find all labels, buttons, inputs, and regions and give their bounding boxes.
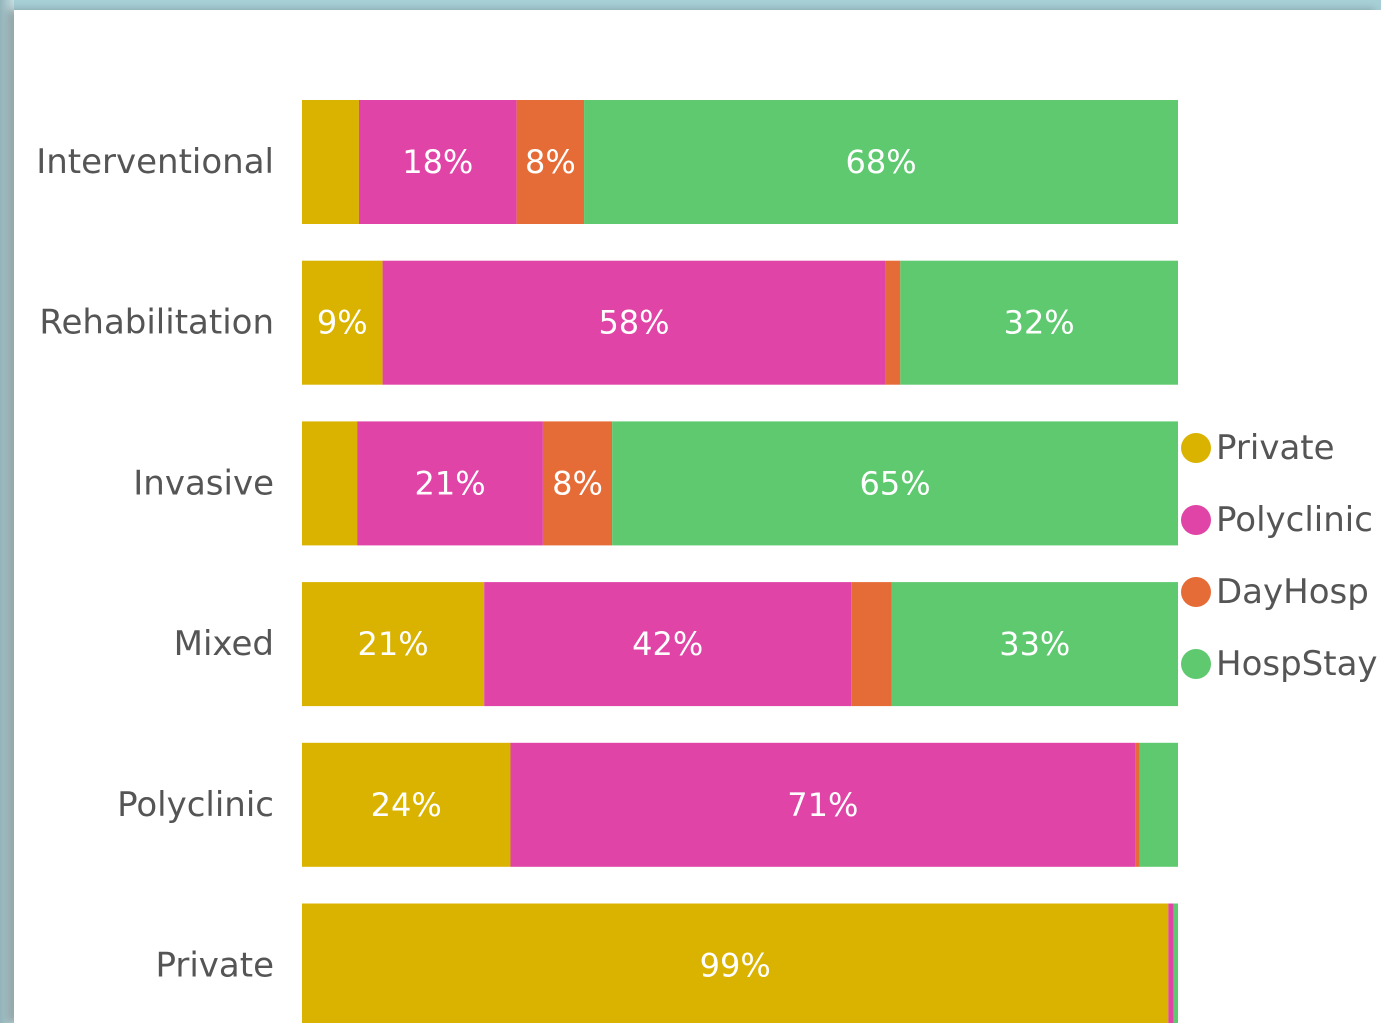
data-label: 33% (999, 625, 1070, 663)
legend-label[interactable]: DayHosp (1216, 572, 1369, 612)
bar-segment-dayhosp[interactable] (885, 260, 901, 385)
bar-segment-dayhosp[interactable] (1135, 742, 1140, 867)
data-label: 99% (700, 947, 771, 985)
bar-segment-private[interactable] (302, 421, 358, 546)
bar-segment-hospstay[interactable] (1173, 903, 1178, 1023)
category-label: Invasive (133, 463, 274, 503)
data-label: 58% (598, 304, 669, 342)
bar-segment-hospstay[interactable] (612, 421, 1178, 546)
bar-segment-polyclinic[interactable] (382, 260, 886, 385)
window-edge (0, 0, 14, 1023)
bar-segment-polyclinic[interactable] (1168, 903, 1174, 1023)
bar-segment-hospstay[interactable] (584, 100, 1178, 224)
data-label: 8% (552, 464, 603, 502)
category-label: Private (155, 946, 274, 986)
bar-segment-polyclinic[interactable] (510, 742, 1136, 867)
legend-label[interactable]: HospStay (1216, 644, 1378, 684)
bar-segment-private[interactable] (302, 903, 1169, 1023)
data-label: 68% (845, 143, 916, 181)
bar-segment-dayhosp[interactable] (542, 421, 613, 546)
data-label: 21% (414, 464, 485, 502)
bar-segment-dayhosp[interactable] (851, 582, 892, 707)
bar-segment-dayhosp[interactable] (516, 100, 585, 224)
data-label: 18% (402, 143, 473, 181)
bar-segment-polyclinic[interactable] (484, 582, 852, 707)
bar-segment-hospstay[interactable] (891, 582, 1178, 707)
bar-segment-private[interactable] (302, 582, 485, 707)
legend-label[interactable]: Polyclinic (1216, 500, 1373, 540)
category-label: Interventional (36, 142, 274, 182)
bar-segment-private[interactable] (302, 742, 511, 867)
category-label: Mixed (174, 624, 274, 664)
bar-segment-private[interactable] (302, 260, 383, 385)
legend-marker-polyclinic (1181, 505, 1211, 535)
legend-marker-dayhosp (1181, 577, 1211, 607)
data-label: 9% (317, 304, 368, 342)
data-label: 32% (1004, 304, 1075, 342)
data-label: 8% (525, 143, 576, 181)
bar-segment-polyclinic[interactable] (357, 421, 543, 546)
bar-segment-private[interactable] (302, 100, 359, 224)
category-label: Rehabilitation (39, 303, 274, 343)
bar-segment-hospstay[interactable] (1139, 742, 1178, 867)
data-label: 24% (371, 786, 442, 824)
data-label: 71% (787, 786, 858, 824)
legend-marker-private (1181, 433, 1211, 463)
bar-segment-polyclinic[interactable] (358, 100, 517, 224)
data-label: 42% (632, 625, 703, 663)
data-label: 21% (358, 625, 429, 663)
bar-segment-hospstay[interactable] (900, 260, 1178, 385)
legend-label[interactable]: Private (1216, 428, 1335, 468)
category-label: Polyclinic (117, 785, 274, 825)
legend-marker-hospstay (1181, 649, 1211, 679)
data-label: 65% (859, 464, 930, 502)
